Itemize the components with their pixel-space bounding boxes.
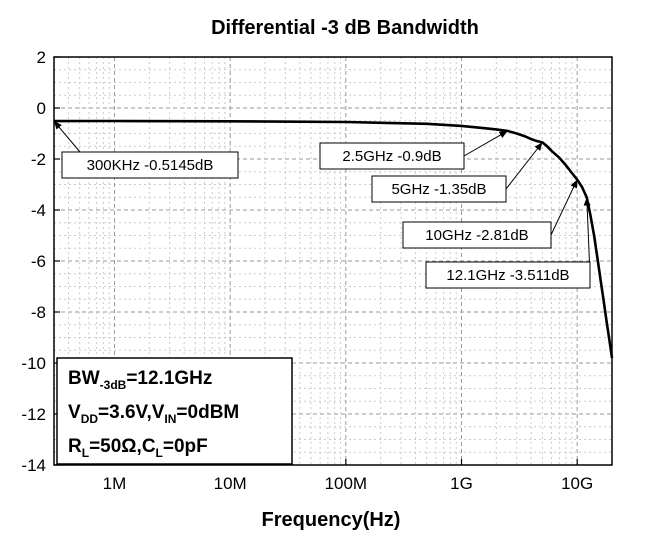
y-tick-label: -14 (21, 456, 46, 475)
info-load: RL=50Ω,CL=0pF (68, 436, 208, 460)
annotation-arrow (505, 143, 542, 190)
annotation-label: 5GHz -1.35dB (391, 181, 486, 198)
info-bandwidth: BW-3dB=12.1GHz (68, 368, 212, 392)
y-tick-label: -12 (21, 405, 46, 424)
annotation-arrowhead (498, 130, 508, 138)
x-tick-label: 1G (450, 474, 473, 493)
series-line (53, 119, 614, 359)
annotation-label: 2.5GHz -0.9dB (342, 148, 441, 165)
info-supply: VDD=3.6V,VIN=0dBM (68, 402, 239, 426)
annotation-label: 12.1GHz -3.511dB (446, 267, 569, 284)
annotation-box (61, 151, 239, 179)
annotation: 5GHz -1.35dB (371, 142, 543, 203)
y-axis: 2 0 -2 -4 -6 -8 -10 -12 -14 (21, 48, 60, 475)
y-tick-label: -2 (31, 150, 46, 169)
annotation: 10GHz -2.81dB (402, 179, 578, 249)
y-tick-label: -10 (21, 354, 46, 373)
annotation-label: 300KHz -0.5145dB (87, 157, 214, 174)
annotation-arrowhead (570, 179, 578, 189)
annotations: 300KHz -0.5145dB 2.5GHz -0.9dB 5GHz -1.35d… (54, 121, 591, 289)
annotation-arrowhead (54, 121, 62, 130)
y-tick-label: -6 (31, 252, 46, 271)
x-tick-label: 100M (325, 474, 368, 493)
y-tick-label: 2 (37, 48, 46, 67)
y-tick-label: 0 (37, 99, 46, 118)
y-tick-label: -4 (31, 201, 46, 220)
annotation: 2.5GHz -0.9dB (319, 130, 508, 170)
annotation-box (371, 175, 507, 203)
x-axis: 1M 10M 100M 1G 10G (103, 459, 593, 493)
info-box: BW-3dB=12.1GHz VDD=3.6V,VIN=0dBM RL=50Ω,… (56, 357, 293, 465)
annotation-box (425, 261, 591, 289)
annotation-label: 10GHz -2.81dB (425, 227, 528, 244)
annotation-arrow (54, 122, 81, 153)
chart-title: Differential -3 dB Bandwidth (211, 17, 479, 39)
x-axis-label: Frequency(Hz) (262, 509, 401, 531)
y-tick-label: -8 (31, 303, 46, 322)
annotation-arrow (550, 181, 577, 236)
info-box-frame (56, 357, 293, 465)
x-tick-label: 1M (103, 474, 127, 493)
annotation-arrowhead (583, 197, 591, 206)
annotation-arrow (463, 131, 507, 157)
annotation-arrowhead (534, 142, 543, 151)
annotation-box (319, 142, 465, 170)
annotation: 12.1GHz -3.511dB (425, 197, 591, 289)
x-tick-label: 10G (561, 474, 593, 493)
series-layer (53, 119, 614, 359)
x-tick-label: 10M (214, 474, 247, 493)
annotation-box (402, 221, 552, 249)
annotation: 300KHz -0.5145dB (54, 121, 239, 179)
